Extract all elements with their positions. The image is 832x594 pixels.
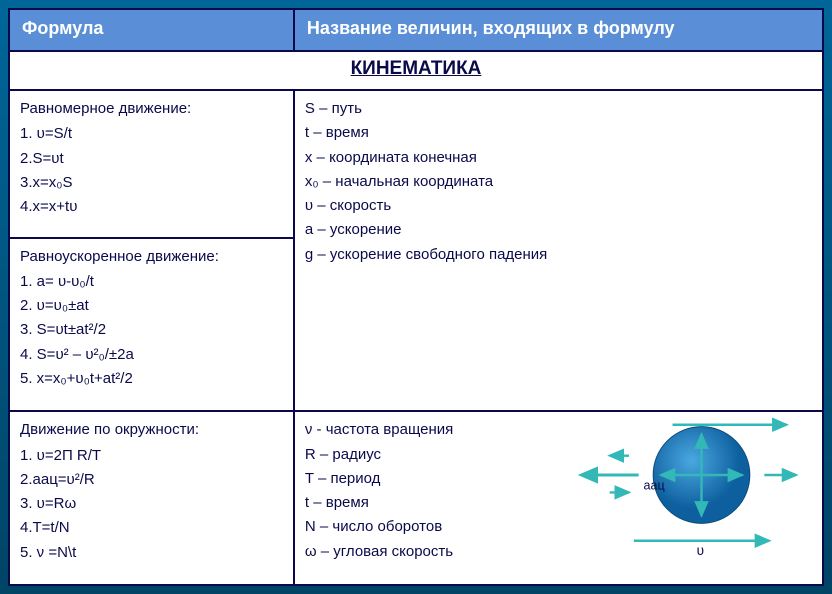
var-item: x – координата конечная (305, 146, 812, 169)
variables-top-cell: S – путь t – время x – координата конечн… (294, 90, 823, 411)
var-item: a – ускорение (305, 218, 812, 241)
accel-list: 1. a= υ-υ₀/t 2. υ=υ₀±at 3. S=υt±at²/2 4.… (20, 270, 283, 390)
formula-item: 5. ν =N\t (20, 541, 283, 564)
accel-label: aац (644, 479, 665, 493)
physics-table: Формула Название величин, входящих в фор… (8, 8, 824, 586)
formula-item: 5. x=x₀+υ₀t+at²/2 (20, 367, 283, 390)
accelerated-motion-cell: Равноускоренное движение: 1. a= υ-υ₀/t 2… (9, 238, 294, 412)
table-header: Формула Название величин, входящих в фор… (9, 9, 823, 51)
formula-item: 3. S=υt±at²/2 (20, 318, 283, 341)
var-item: S – путь (305, 97, 812, 120)
var-item: g – ускорение свободного падения (305, 243, 812, 266)
formula-item: 1. υ=2П R/T (20, 444, 283, 467)
section-kinematics: КИНЕМАТИКА (9, 51, 823, 90)
formula-item: 4. S=υ² – υ²₀/±2a (20, 343, 283, 366)
formula-item: 1. υ=S/t (20, 122, 283, 145)
uniform-title: Равномерное движение: (20, 97, 283, 120)
uniform-motion-cell: Равномерное движение: 1. υ=S/t 2.S=υt 3.… (9, 90, 294, 237)
formula-item: 2.S=υt (20, 147, 283, 170)
formula-item: 3. υ=Rω (20, 492, 283, 515)
accel-title: Равноускоренное движение: (20, 245, 283, 268)
velocity-label: υ (697, 544, 704, 559)
circular-title: Движение по окружности: (20, 418, 283, 441)
var-item: υ – скорость (305, 194, 812, 217)
formula-item: 2.aац=υ²/R (20, 468, 283, 491)
formula-item: 2. υ=υ₀±at (20, 294, 283, 317)
header-variables: Название величин, входящих в формулу (294, 9, 823, 51)
circular-list: 1. υ=2П R/T 2.aац=υ²/R 3. υ=Rω 4.T=t/N 5… (20, 444, 283, 564)
var-item: t – время (305, 121, 812, 144)
uniform-list: 1. υ=S/t 2.S=υt 3.x=x₀S 4.x=x+tυ (20, 122, 283, 218)
rotation-diagram: aац υ (572, 417, 802, 562)
formula-item: 3.x=x₀S (20, 171, 283, 194)
header-formula: Формула (9, 9, 294, 51)
vars-top-list: S – путь t – время x – координата конечн… (305, 97, 812, 266)
formula-item: 4.x=x+tυ (20, 195, 283, 218)
circular-motion-cell: Движение по окружности: 1. υ=2П R/T 2.aа… (9, 411, 294, 585)
formula-item: 1. a= υ-υ₀/t (20, 270, 283, 293)
formula-item: 4.T=t/N (20, 516, 283, 539)
var-item: x₀ – начальная координата (305, 170, 812, 193)
variables-bottom-cell: ν - частота вращения R – радиус T – пери… (294, 411, 823, 585)
